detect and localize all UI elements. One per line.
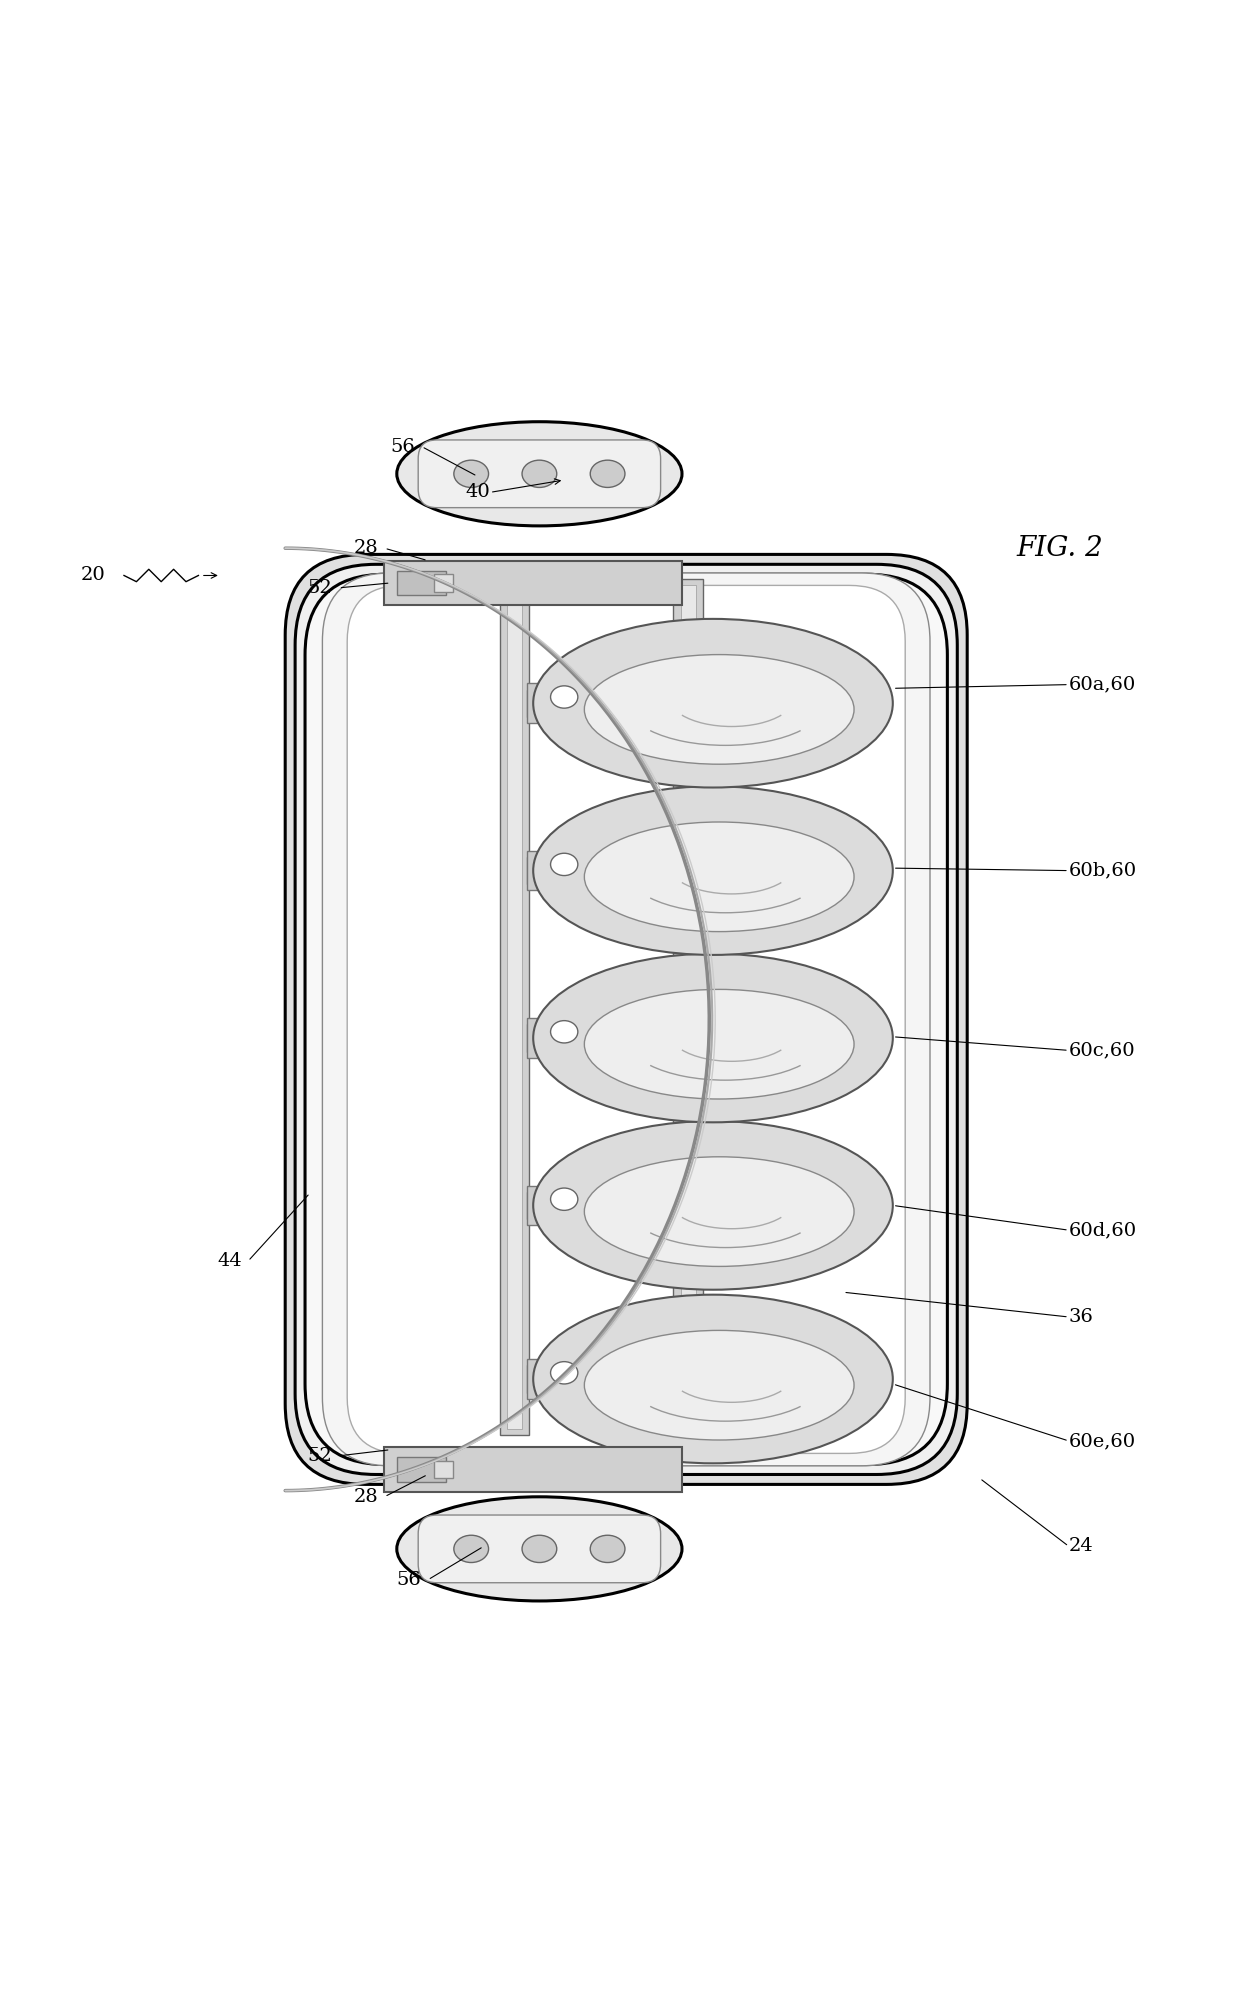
Ellipse shape bbox=[397, 1496, 682, 1601]
FancyBboxPatch shape bbox=[285, 554, 967, 1484]
Text: 28: 28 bbox=[353, 1488, 378, 1506]
Ellipse shape bbox=[454, 459, 489, 487]
Text: 60a,60: 60a,60 bbox=[1069, 675, 1136, 693]
Text: 24: 24 bbox=[1069, 1537, 1094, 1555]
Ellipse shape bbox=[551, 1188, 578, 1210]
Bar bbox=[527, 1365, 577, 1392]
Ellipse shape bbox=[551, 1361, 578, 1384]
Bar bbox=[507, 586, 522, 1428]
Bar bbox=[673, 580, 703, 1434]
Bar bbox=[527, 850, 577, 890]
Bar bbox=[527, 1186, 577, 1225]
Bar bbox=[397, 1456, 446, 1482]
Ellipse shape bbox=[533, 785, 893, 955]
Text: 56: 56 bbox=[397, 1571, 422, 1589]
Ellipse shape bbox=[522, 1535, 557, 1563]
FancyBboxPatch shape bbox=[305, 574, 947, 1464]
Ellipse shape bbox=[533, 618, 893, 787]
Ellipse shape bbox=[584, 822, 854, 932]
FancyBboxPatch shape bbox=[322, 574, 930, 1466]
Bar bbox=[384, 1448, 682, 1492]
FancyBboxPatch shape bbox=[418, 1515, 661, 1583]
FancyBboxPatch shape bbox=[347, 586, 905, 1454]
Text: 52: 52 bbox=[308, 1446, 332, 1464]
Text: 52: 52 bbox=[308, 578, 332, 596]
Ellipse shape bbox=[397, 421, 682, 526]
Text: 36: 36 bbox=[1069, 1307, 1094, 1325]
Text: 40: 40 bbox=[465, 483, 490, 501]
Ellipse shape bbox=[590, 459, 625, 487]
Text: 44: 44 bbox=[217, 1253, 242, 1271]
Ellipse shape bbox=[551, 854, 578, 876]
Bar bbox=[500, 580, 529, 1434]
Text: 60b,60: 60b,60 bbox=[1069, 862, 1137, 880]
Text: 60d,60: 60d,60 bbox=[1069, 1220, 1137, 1239]
Text: 56: 56 bbox=[391, 437, 415, 455]
Bar bbox=[527, 1025, 577, 1051]
Ellipse shape bbox=[522, 459, 557, 487]
Bar bbox=[384, 560, 682, 606]
Ellipse shape bbox=[533, 1295, 893, 1464]
Ellipse shape bbox=[590, 1535, 625, 1563]
Bar bbox=[434, 574, 453, 592]
Ellipse shape bbox=[551, 1021, 578, 1043]
Text: 60e,60: 60e,60 bbox=[1069, 1432, 1136, 1450]
Bar bbox=[527, 858, 577, 884]
Text: 20: 20 bbox=[81, 566, 105, 584]
Ellipse shape bbox=[584, 1331, 854, 1440]
Text: FIG. 2: FIG. 2 bbox=[1017, 534, 1104, 562]
Bar bbox=[681, 586, 696, 1428]
Bar bbox=[434, 1460, 453, 1478]
Ellipse shape bbox=[584, 1156, 854, 1267]
Ellipse shape bbox=[584, 655, 854, 763]
Ellipse shape bbox=[551, 687, 578, 709]
Bar bbox=[527, 1359, 577, 1400]
Bar bbox=[527, 683, 577, 723]
FancyBboxPatch shape bbox=[418, 439, 661, 508]
Ellipse shape bbox=[533, 1122, 893, 1289]
Bar bbox=[527, 1019, 577, 1057]
Ellipse shape bbox=[584, 989, 854, 1100]
Bar bbox=[527, 1192, 577, 1218]
Bar bbox=[397, 570, 446, 596]
Bar bbox=[527, 689, 577, 717]
Ellipse shape bbox=[454, 1535, 489, 1563]
Text: 60c,60: 60c,60 bbox=[1069, 1041, 1136, 1059]
Ellipse shape bbox=[533, 955, 893, 1122]
Text: 28: 28 bbox=[353, 540, 378, 558]
FancyBboxPatch shape bbox=[295, 564, 957, 1474]
